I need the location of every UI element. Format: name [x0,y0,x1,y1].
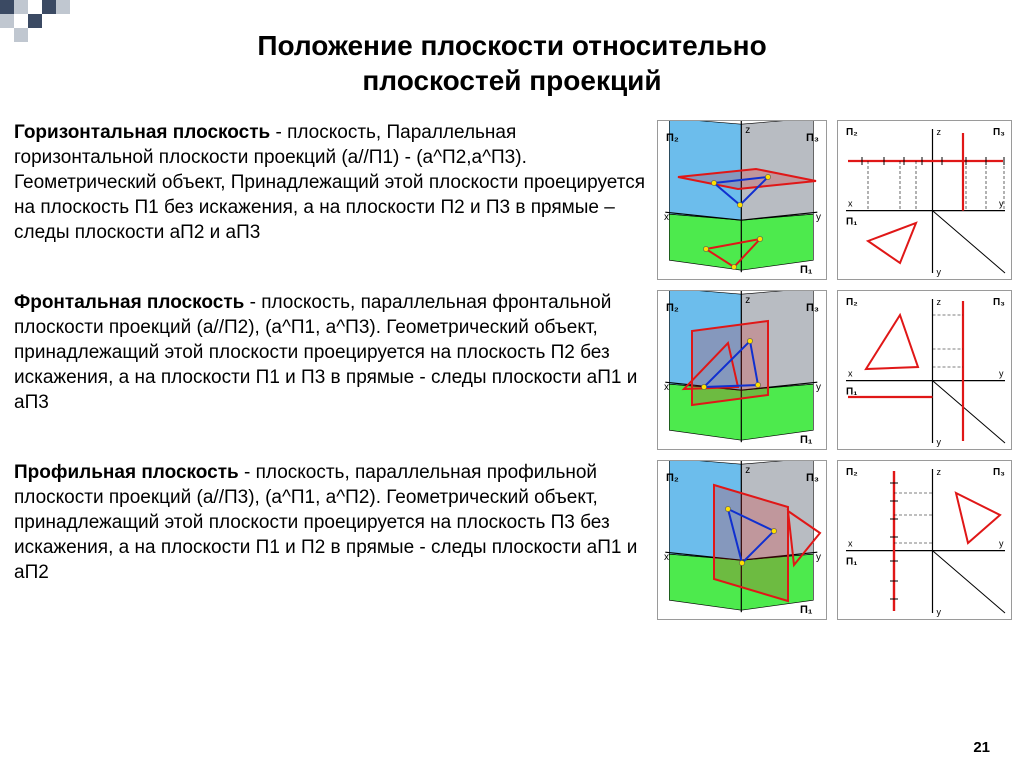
svg-text:П₁: П₁ [846,217,857,228]
title-line1: Положение плоскости относительно [257,30,766,61]
svg-text:П₂: П₂ [846,297,858,308]
svg-text:z: z [937,127,942,137]
svg-text:y: y [937,607,942,617]
svg-text:y: y [937,267,942,277]
svg-text:y: y [999,539,1004,549]
svg-text:y: y [999,199,1004,209]
definition-row-0: Горизонтальная плоскость - плоскость, Па… [14,120,1012,280]
definition-text-2: Профильная плоскость - плоскость, паралл… [14,460,657,585]
svg-text:П₃: П₃ [806,302,819,314]
svg-text:y: y [816,382,821,393]
fig-2d-2: П₂ П₃ П₁ z x y y [837,460,1012,620]
svg-text:П₁: П₁ [800,604,813,616]
title-line2: плоскостей проекций [362,65,661,96]
svg-text:x: x [664,382,669,393]
svg-text:П₃: П₃ [993,127,1005,138]
svg-text:П₃: П₃ [993,297,1005,308]
svg-text:П₁: П₁ [800,434,813,446]
svg-text:П₂: П₂ [666,132,679,144]
lead-term: Горизонтальная плоскость [14,122,270,143]
svg-text:П₃: П₃ [806,472,819,484]
svg-text:x: x [664,212,669,223]
svg-text:П₂: П₂ [666,302,679,314]
fig-3d-1: П₂ П₃ П₁ z x y [657,290,827,450]
svg-text:П₂: П₂ [846,127,858,138]
fig-2d-1: П₂ П₃ П₁ z x y y [837,290,1012,450]
svg-text:y: y [816,212,821,223]
svg-text:П₂: П₂ [846,467,858,478]
fig-3d-0: П₂ П₃ П₁ z x y [657,120,827,280]
svg-text:П₁: П₁ [846,387,857,398]
svg-text:П₁: П₁ [800,264,813,276]
svg-text:z: z [745,295,750,306]
definition-row-2: Профильная плоскость - плоскость, паралл… [14,460,1012,620]
svg-text:x: x [848,199,853,209]
page-title: Положение плоскости относительно плоскос… [0,0,1024,98]
svg-text:y: y [999,369,1004,379]
fig-2d-0: П₂ П₃ П₁ z x y y [837,120,1012,280]
svg-text:y: y [937,437,942,447]
svg-text:П₃: П₃ [993,467,1005,478]
definition-text-0: Горизонтальная плоскость - плоскость, Па… [14,120,657,245]
svg-text:y: y [816,552,821,563]
svg-text:П₃: П₃ [806,132,819,144]
definition-row-1: Фронтальная плоскость - плоскость, парал… [14,290,1012,450]
page-number: 21 [973,739,990,756]
svg-text:x: x [664,552,669,563]
svg-text:z: z [745,125,750,136]
fig-3d-2: П₂ П₃ П₁ z x y [657,460,827,620]
svg-text:z: z [937,467,942,477]
definition-text-1: Фронтальная плоскость - плоскость, парал… [14,290,657,415]
svg-text:П₁: П₁ [846,557,857,568]
svg-text:П₂: П₂ [666,472,679,484]
lead-term: Фронтальная плоскость [14,292,244,313]
lead-term: Профильная плоскость [14,462,239,483]
svg-text:x: x [848,369,853,379]
svg-text:z: z [745,465,750,476]
svg-text:z: z [937,297,942,307]
svg-text:x: x [848,539,853,549]
